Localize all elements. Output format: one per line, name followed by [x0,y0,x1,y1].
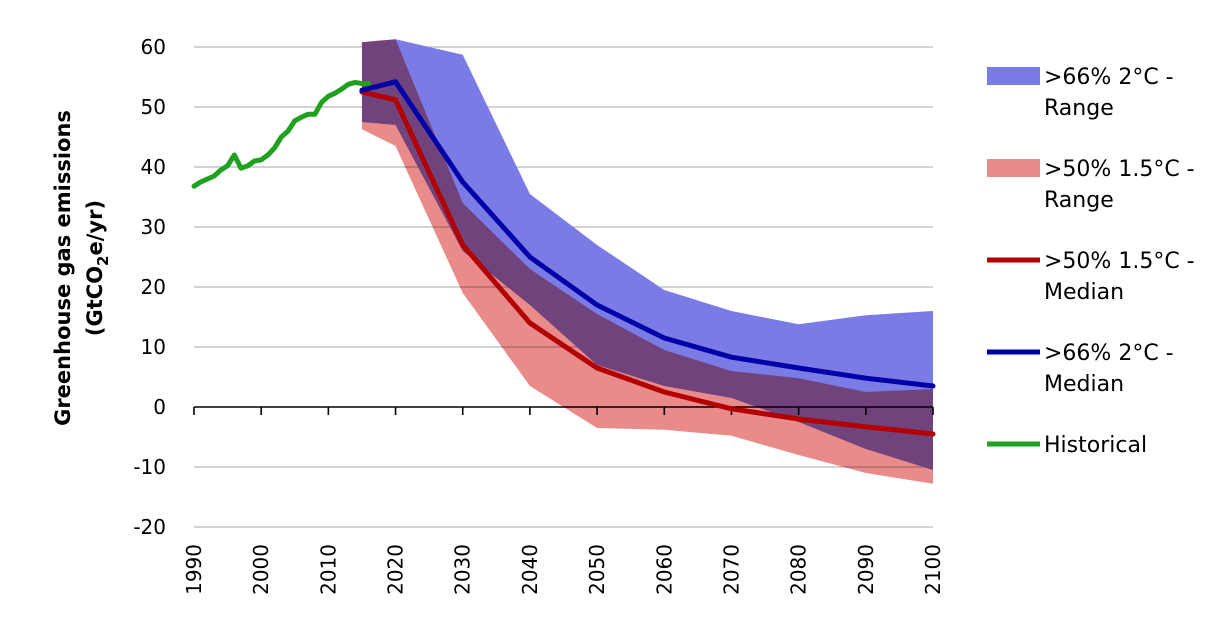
y-tick-label: 30 [141,215,166,239]
legend-item-50-1-5-c-median: >50% 1.5°C - Median [987,249,1195,305]
y-tick-label: 60 [141,35,166,59]
legend-label: >50% 1.5°C - [1044,249,1195,274]
legend-label: >50% 1.5°C - [1044,157,1195,182]
legend-label: Range [1044,188,1114,213]
x-axis-tick-labels: 1990 2000 2010 2020 2030 2040 2050 2060 2070 2080… [182,544,945,595]
x-tick-label: 2090 [854,544,878,595]
band-66-2-c-range [361,39,933,470]
x-tick-label: 2030 [451,544,475,595]
x-tick-label: 2010 [316,544,340,595]
legend-label: Median [1044,280,1124,305]
legend-label: Median [1044,372,1124,397]
y-axis-label-line2: (GtCO2e/yr) [83,200,112,336]
legend-swatch [987,159,1040,177]
series-line-historical [191,79,372,189]
legend-item-historical: Historical [987,433,1147,458]
legend-item-66-2-c-median: >66% 2°C - Median [987,341,1174,397]
y-tick-label: -20 [133,515,166,539]
y-tick-label: 20 [141,275,166,299]
legend-item-50-1-5-c-range: >50% 1.5°C - Range [987,157,1195,213]
legend-label: Range [1044,96,1114,121]
range-bands [361,39,933,484]
y-tick-label: -10 [133,455,166,479]
x-tick-label: 2100 [921,544,945,595]
y-axis-tick-labels: -20 -10 0 10 20 30 40 50 60 [133,35,166,539]
y-axis-label-line1: Greenhouse gas emissions [51,110,75,426]
legend-swatch [987,67,1040,85]
legend: >66% 2°C -Range>50% 1.5°C -Range>50% 1.5… [987,65,1195,458]
legend-item-66-2-c-range: >66% 2°C - Range [987,65,1174,121]
x-tick-label: 2000 [249,544,273,595]
x-tick-label: 2070 [719,544,743,595]
y-tick-label: 50 [141,95,166,119]
x-tick-label: 2080 [787,544,811,595]
x-tick-label: 1990 [182,544,206,595]
y-tick-label: 10 [141,335,166,359]
legend-label: >66% 2°C - [1044,341,1174,366]
x-tick-label: 2060 [652,544,676,595]
series-lines [191,79,936,437]
x-tick-label: 2050 [585,544,609,595]
series-line-50-1-5-c-median [359,89,936,437]
legend-label: Historical [1044,433,1147,458]
y-tick-label: 40 [141,155,166,179]
y-tick-label: 0 [153,395,166,419]
x-tick-label: 2040 [518,544,542,595]
y-axis-title: Greenhouse gas emissions (GtCO2e/yr) [51,110,112,426]
series-line-66-2-c-median [359,79,936,389]
legend-label: >66% 2°C - [1044,65,1174,90]
x-axis [193,406,934,415]
x-tick-label: 2020 [384,544,408,595]
